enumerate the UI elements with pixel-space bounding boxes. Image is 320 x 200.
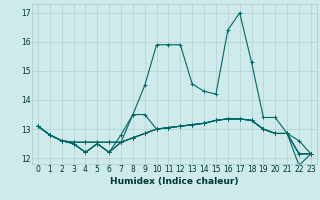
X-axis label: Humidex (Indice chaleur): Humidex (Indice chaleur) <box>110 177 239 186</box>
